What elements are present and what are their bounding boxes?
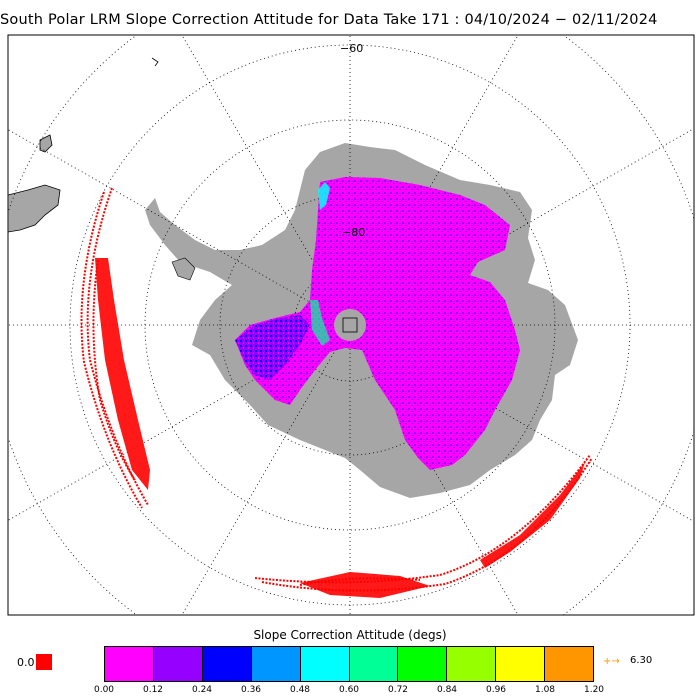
colorbar-tick-label: 0.00 bbox=[93, 685, 115, 695]
colorbar-swatch bbox=[251, 647, 301, 681]
colorbar-swatch bbox=[398, 647, 448, 681]
falklands bbox=[39, 134, 53, 153]
colorbar-tick-label: 0.96 bbox=[485, 685, 507, 695]
colorbar-tick-label: 0.84 bbox=[436, 685, 458, 695]
south-america-tip bbox=[8, 184, 61, 233]
colorbar-tick-label: 0.12 bbox=[142, 685, 164, 695]
data-patch-edge bbox=[310, 300, 330, 346]
latitude-label-outer: −60 bbox=[340, 42, 363, 55]
colorbar-tick-label: 0.60 bbox=[338, 685, 360, 695]
colorbar-swatch bbox=[300, 647, 350, 681]
map-title: South Polar LRM Slope Correction Attitud… bbox=[0, 12, 658, 28]
colorbar-swatch bbox=[496, 647, 546, 681]
colorbar-tick-label: 0.48 bbox=[289, 685, 311, 695]
pole-marker bbox=[342, 317, 358, 333]
colorbar-swatch bbox=[202, 647, 252, 681]
colorbar-swatch bbox=[153, 647, 203, 681]
overflow-value: 6.30 bbox=[630, 655, 653, 666]
colorbar-swatch bbox=[105, 647, 154, 681]
south-georgia bbox=[151, 57, 159, 67]
colorbar-tick-label: 1.08 bbox=[534, 685, 556, 695]
nodata-label: 0.0 bbox=[17, 656, 35, 669]
overflow-arrow: +→ bbox=[603, 656, 620, 667]
nodata-swatch bbox=[36, 654, 52, 670]
colorbar-tick-label: 0.24 bbox=[191, 685, 213, 695]
latitude-label-inner: −80 bbox=[342, 226, 365, 239]
data-patch-top bbox=[318, 182, 330, 210]
colorbar-title: Slope Correction Attitude (degs) bbox=[253, 628, 447, 642]
pole-hole bbox=[334, 309, 366, 341]
island bbox=[171, 257, 196, 281]
data-patch-left bbox=[235, 315, 310, 380]
slope-correction-data bbox=[235, 177, 520, 470]
orbit-track-fills bbox=[95, 258, 585, 598]
colorbar-swatch bbox=[545, 647, 594, 681]
colorbar-tick-label: 0.36 bbox=[240, 685, 262, 695]
colorbar-swatch bbox=[349, 647, 399, 681]
colorbar-swatch bbox=[447, 647, 497, 681]
colorbar-tick-label: 1.20 bbox=[583, 685, 605, 695]
colorbar-tick-label: 0.72 bbox=[387, 685, 409, 695]
colorbar bbox=[104, 646, 594, 682]
